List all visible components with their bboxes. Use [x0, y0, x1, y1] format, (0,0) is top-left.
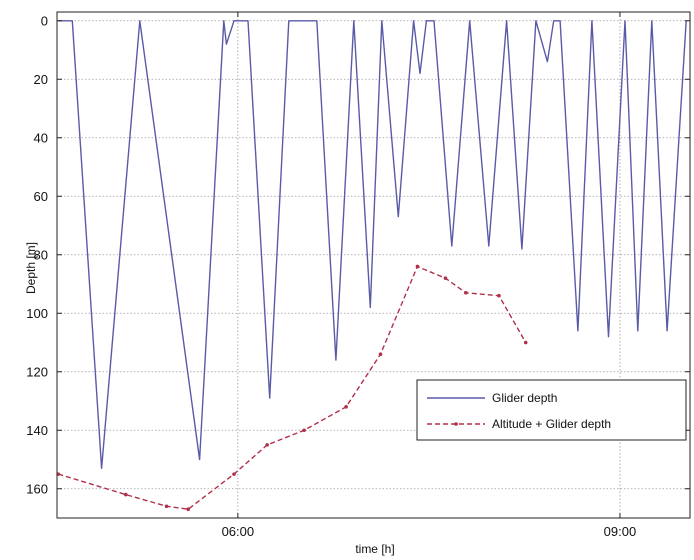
x-axis-label: time [h]	[355, 542, 394, 556]
altitude-point	[497, 293, 501, 298]
legend-label-altitude: Altitude + Glider depth	[492, 417, 611, 431]
y-tick-label: 160	[26, 481, 48, 496]
altitude-point	[123, 492, 128, 497]
altitude-point	[265, 443, 269, 447]
altitude-point	[523, 340, 528, 345]
altitude-point	[415, 264, 420, 269]
altitude-point	[186, 507, 190, 512]
legend-box	[416, 379, 687, 441]
y-tick-label: 40	[34, 130, 48, 145]
altitude-point	[232, 472, 236, 476]
x-tick-label: 09:00	[604, 524, 637, 539]
x-tick-label: 06:00	[222, 524, 255, 539]
y-tick-label: 140	[26, 423, 48, 438]
altitude-point	[464, 290, 468, 295]
y-axis-label: Depth [m]	[24, 242, 38, 294]
series-layer	[56, 20, 687, 512]
grid-layer	[57, 12, 690, 518]
y-tick-label: 120	[26, 364, 48, 379]
legend-label-glider-depth: Glider depth	[492, 391, 557, 405]
glider-depth-line	[58, 20, 687, 469]
altitude-point	[164, 504, 169, 509]
altitude-point	[443, 276, 448, 280]
altitude-point	[302, 428, 306, 433]
y-tick-label: 100	[26, 306, 48, 321]
y-tick-label: 0	[41, 13, 48, 28]
y-tick-label: 20	[34, 72, 48, 87]
legend-marker-altitude	[454, 422, 458, 426]
y-tick-label: 60	[34, 189, 48, 204]
legend: Glider depth Altitude + Glider depth	[416, 379, 687, 441]
altitude-point	[344, 405, 348, 409]
altitude-depth-line	[58, 265, 527, 510]
plot-frame	[56, 11, 691, 519]
y-tick-label: 80	[34, 247, 48, 262]
tick-layer: 0 20 40 60 80 100 120 140 160 06:00 09:00	[26, 12, 690, 539]
altitude-point	[378, 352, 383, 357]
